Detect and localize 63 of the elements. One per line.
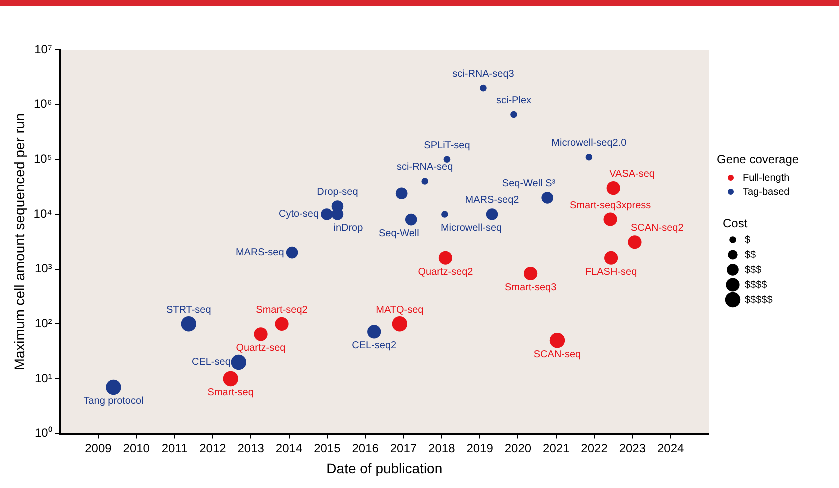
y-tick-label: 10⁷ [34,42,52,56]
annotation: CEL-seq [192,357,231,368]
annotation: Smart-seq3 [504,282,558,294]
annotation: CEL-seq2 [352,340,398,352]
x-tick-label: 2015 [314,441,342,456]
y-tick-label: 10⁰ [34,426,52,440]
y-tick-label: 10³ [34,262,52,276]
annotation: SCAN-seq [534,349,582,360]
x-tick-label: 2012 [200,441,227,456]
x-axis-title: Date of publication [326,460,443,476]
annotation: Quartz-seq [236,343,286,354]
x-tick-label: 2014 [276,441,303,456]
annotation: SPLiT-seq [424,140,470,152]
y-tick-label: 10¹ [34,371,52,386]
legend-label: $$ [745,250,757,261]
y-axis-title: Maximum cell amount sequenced per run [11,114,28,370]
legend-label: $$$$ [745,280,768,291]
x-tick-label: 2024 [657,441,685,456]
x-tick-label: 2020 [504,441,532,456]
x-tick-label: 2023 [619,441,646,456]
annotation: inDrop [334,223,364,234]
x-tick-label: 2009 [85,441,112,456]
annotation: Seq-Well S³ [502,178,556,190]
x-tick-label: 2010 [123,441,150,456]
legend-label: $ [745,234,751,246]
legend-label: $$$$$ [745,294,774,306]
legend-label: Full-length [743,172,790,184]
annotation: SCAN-seq2 [630,223,684,234]
y-tick-label: 10⁶ [34,97,52,112]
x-tick-label: 2016 [352,441,380,456]
annotation: Seq-Well [378,228,420,240]
annotation: Microwell-seq [440,223,502,234]
x-tick-label: 2013 [238,441,265,456]
y-tick-label: 10⁵ [34,152,52,166]
annotation: Tang protocol [84,396,144,408]
text: Cost [723,216,748,230]
annotation: Smart-seq [208,388,254,399]
x-tick-label: 2017 [390,441,418,456]
x-tick-label: 2011 [162,441,188,456]
x-tick-label: 2022 [581,441,608,456]
annotation: MATQ-seq [376,304,424,316]
y-tick-label: 10⁴ [34,206,52,221]
annotation: VASA-seq [610,169,655,180]
x-tick-label: 2021 [543,441,570,456]
annotation: Microwell-seq2.0 [552,138,628,150]
annotation: sci-Plex [496,95,532,106]
annotation: Cyto-seq [279,209,320,220]
annotation: Smart-seq3xpress [570,200,652,212]
annotation: MARS-seq2 [465,195,520,206]
annotation: Drop-seq [317,187,358,198]
annotation: FLASH-seq [585,266,638,278]
y-tick-label: 10² [34,316,52,330]
legend-title: Gene coverage [717,152,800,166]
annotation: MARS-seq [236,248,284,259]
annotation: Quartz-seq2 [418,266,474,278]
legend-label: Tag-based [743,186,790,198]
x-tick-label: 2018 [428,441,456,456]
legend-label: $$$ [745,264,762,276]
annotation: sci-RNA-seq [397,162,454,174]
annotation: sci-RNA-seq3 [452,69,515,80]
annotation: STRT-seq [166,304,212,316]
annotation: Smart-seq2 [256,304,308,316]
x-tick-label: 2019 [466,441,494,456]
